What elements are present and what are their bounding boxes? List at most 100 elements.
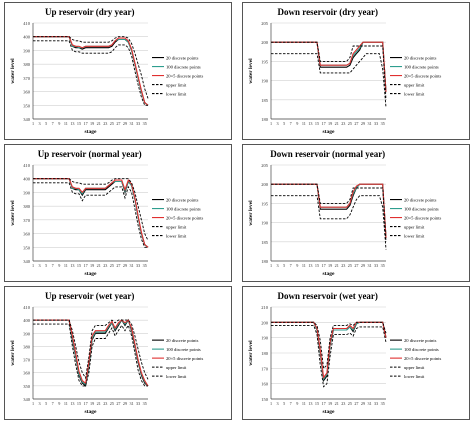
x-tick-label: 19 bbox=[90, 263, 94, 268]
x-tick-label: 35 bbox=[143, 401, 147, 406]
x-tick-label: 15 bbox=[77, 263, 81, 268]
y-axis-title: water level bbox=[248, 340, 254, 366]
x-tick-label: 23 bbox=[341, 121, 345, 126]
series-line bbox=[33, 178, 149, 248]
x-tick-label: 21 bbox=[335, 263, 339, 268]
y-tick-label: 410 bbox=[23, 163, 31, 168]
series-line bbox=[271, 195, 387, 250]
x-tick-label: 15 bbox=[315, 121, 319, 126]
chart-title: Down reservoir (wet year) bbox=[277, 291, 378, 301]
x-tick-label: 21 bbox=[335, 121, 339, 126]
x-tick-label: 15 bbox=[77, 121, 81, 126]
x-tick-label: 27 bbox=[354, 401, 358, 406]
x-tick-label: 19 bbox=[328, 121, 332, 126]
x-tick-label: 9 bbox=[296, 121, 298, 126]
legend-label: lower limit bbox=[404, 374, 425, 379]
x-tick-label: 13 bbox=[308, 401, 312, 406]
x-tick-label: 3 bbox=[277, 401, 279, 406]
legend-label: 100 discrete points bbox=[404, 206, 439, 211]
x-tick-label: 7 bbox=[290, 263, 292, 268]
x-tick-label: 1 bbox=[270, 121, 272, 126]
x-tick-label: 17 bbox=[321, 263, 325, 268]
x-tick-label: 29 bbox=[361, 121, 365, 126]
x-axis-title: stage bbox=[323, 409, 335, 415]
legend-label: 20×5 discrete points bbox=[404, 73, 442, 78]
series-line bbox=[271, 321, 387, 370]
x-tick-label: 29 bbox=[123, 263, 127, 268]
x-tick-label: 11 bbox=[302, 401, 306, 406]
x-axis-title: stage bbox=[85, 129, 97, 135]
y-tick-label: 380 bbox=[23, 344, 31, 349]
x-tick-label: 27 bbox=[116, 263, 120, 268]
chart-title: Up reservoir (dry year) bbox=[45, 7, 135, 17]
x-tick-label: 21 bbox=[97, 121, 101, 126]
legend-label: lower limit bbox=[166, 91, 187, 96]
series-line bbox=[33, 178, 149, 248]
series-line bbox=[271, 183, 387, 239]
y-tick-label: 210 bbox=[261, 305, 269, 310]
series-line bbox=[271, 41, 387, 100]
x-tick-label: 25 bbox=[348, 263, 352, 268]
chart-panel: Down reservoir (dry year) 180 185 190 195 200… bbox=[242, 2, 470, 140]
x-tick-label: 5 bbox=[283, 263, 285, 268]
x-tick-label: 13 bbox=[70, 401, 74, 406]
x-tick-label: 1 bbox=[270, 401, 272, 406]
x-tick-label: 19 bbox=[328, 263, 332, 268]
x-tick-label: 7 bbox=[52, 263, 54, 268]
x-tick-label: 31 bbox=[129, 121, 133, 126]
x-tick-label: 35 bbox=[381, 121, 385, 126]
y-tick-label: 380 bbox=[23, 204, 31, 209]
chart-panel: Up reservoir (normal year) 340 350 360 370 38… bbox=[4, 144, 232, 282]
x-tick-label: 35 bbox=[381, 401, 385, 406]
x-tick-label: 11 bbox=[64, 121, 68, 126]
x-tick-label: 29 bbox=[361, 263, 365, 268]
legend-label: 20 discrete points bbox=[166, 55, 199, 60]
x-tick-label: 33 bbox=[136, 401, 140, 406]
x-tick-label: 23 bbox=[341, 401, 345, 406]
x-tick-label: 27 bbox=[116, 121, 120, 126]
legend-label: 20 discrete points bbox=[404, 55, 437, 60]
x-tick-label: 25 bbox=[110, 401, 114, 406]
x-tick-label: 11 bbox=[302, 263, 306, 268]
x-tick-label: 25 bbox=[110, 121, 114, 126]
x-axis-title: stage bbox=[85, 409, 97, 415]
y-tick-label: 195 bbox=[261, 201, 269, 206]
x-tick-label: 17 bbox=[83, 121, 87, 126]
legend-label: upper limit bbox=[404, 82, 425, 87]
y-tick-label: 185 bbox=[261, 98, 269, 103]
y-tick-label: 400 bbox=[23, 35, 31, 40]
x-axis-title: stage bbox=[85, 271, 97, 277]
x-tick-label: 25 bbox=[110, 263, 114, 268]
y-tick-label: 205 bbox=[261, 163, 269, 168]
x-tick-label: 13 bbox=[308, 121, 312, 126]
x-tick-label: 3 bbox=[39, 401, 41, 406]
x-tick-label: 1 bbox=[32, 121, 34, 126]
x-tick-label: 5 bbox=[283, 121, 285, 126]
y-tick-label: 185 bbox=[261, 240, 269, 245]
x-tick-label: 29 bbox=[123, 401, 127, 406]
series-line bbox=[271, 183, 387, 239]
y-tick-label: 360 bbox=[23, 371, 31, 376]
legend-label: 100 discrete points bbox=[166, 347, 201, 352]
x-tick-label: 17 bbox=[321, 401, 325, 406]
x-tick-label: 35 bbox=[143, 263, 147, 268]
x-tick-label: 11 bbox=[302, 121, 306, 126]
x-tick-label: 1 bbox=[270, 263, 272, 268]
chart-title: Down reservoir (normal year) bbox=[270, 149, 386, 159]
chart-title: Up reservoir (normal year) bbox=[37, 149, 142, 159]
y-tick-label: 195 bbox=[261, 59, 269, 64]
legend-label: 20×5 discrete points bbox=[166, 356, 204, 361]
y-tick-label: 360 bbox=[23, 232, 31, 237]
y-tick-label: 410 bbox=[23, 305, 31, 310]
series-line bbox=[271, 41, 387, 93]
x-tick-label: 9 bbox=[296, 263, 298, 268]
y-tick-label: 160 bbox=[261, 382, 269, 387]
x-tick-label: 3 bbox=[39, 121, 41, 126]
legend-label: upper limit bbox=[404, 224, 425, 229]
x-tick-label: 23 bbox=[103, 121, 107, 126]
y-tick-label: 370 bbox=[23, 358, 31, 363]
